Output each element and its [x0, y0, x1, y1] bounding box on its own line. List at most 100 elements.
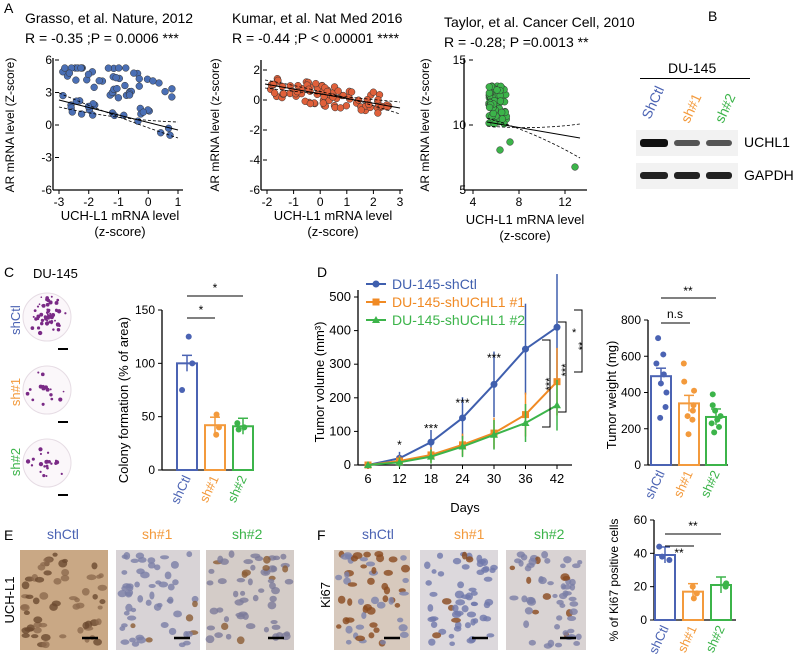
colony-spot — [31, 398, 35, 402]
scatter1-point — [112, 74, 120, 82]
colony-spot — [28, 388, 32, 391]
ihc-e-nucleus — [258, 588, 265, 593]
ihc-e-nucleus — [129, 637, 137, 643]
scatter1-point — [89, 111, 97, 119]
ihc-f-nucleus — [552, 593, 558, 598]
scatter1-point — [90, 83, 98, 91]
ki67-point — [722, 583, 729, 590]
ihc-e-nucleus — [34, 576, 45, 583]
volume-point — [427, 452, 435, 460]
ihc-e-nucleus — [147, 562, 156, 569]
colony-ylabel: Colony formation (% of area) — [116, 317, 131, 483]
colony-spot — [25, 391, 30, 396]
ihc-f-nucleus — [336, 624, 342, 629]
colony-spot — [46, 451, 50, 454]
gapdh-band-sh2 — [706, 172, 732, 179]
ihc-f-nucleus — [355, 624, 365, 630]
ihc-f-nucleus — [335, 574, 343, 581]
scatter3-ytick-label: 15 — [453, 53, 467, 67]
ihc-f-nucleus — [468, 587, 477, 592]
ihc-e-nucleus — [267, 565, 278, 573]
scatter2-xtick-label: 3 — [397, 195, 404, 209]
scatter3-point — [485, 83, 493, 91]
colony-spot — [40, 318, 45, 323]
ihc-f-nucleus — [470, 618, 476, 626]
scatter2-point — [383, 103, 391, 111]
scatter1-xtick-label: -2 — [83, 195, 94, 209]
ihc-e-nucleus — [206, 580, 214, 586]
colony-spot — [38, 447, 43, 452]
ihc-f-nucleus — [347, 582, 358, 587]
ihc-f-nucleus — [431, 569, 437, 574]
ki67-point — [689, 583, 696, 590]
blot-lane-sh2: sh#2 — [711, 91, 738, 125]
ihc-f-nucleus — [344, 571, 350, 579]
ihc-f-nucleus — [449, 641, 455, 647]
ihc-f-nucleus — [342, 617, 350, 625]
ihc-f-nucleus — [388, 596, 394, 605]
ihc-f-nucleus — [528, 639, 536, 646]
ihc-e-images — [20, 550, 294, 650]
ihc-e-rowlabel: UCH-L1 — [2, 577, 17, 624]
ihc-f-nucleus — [376, 554, 385, 563]
scatter1-ylabel: AR mRNA level (Z-score) — [3, 58, 17, 193]
colony-spot — [38, 303, 41, 306]
weight-sig-1: n.s — [667, 307, 683, 321]
ihc-f-nucleus — [451, 617, 461, 623]
ki67-category: sh#2 — [702, 623, 728, 655]
colony-spot — [56, 309, 62, 314]
scatter1-ytick-label: -6 — [41, 183, 52, 197]
ihc-f-nucleus — [448, 633, 455, 639]
colony-point — [235, 426, 242, 433]
ihc-e-nucleus — [243, 559, 254, 565]
ihc-f-nucleus — [369, 622, 378, 628]
ihc-e-nucleus — [168, 627, 177, 636]
panel-label-a: A — [4, 0, 14, 16]
ihc-e-nucleus — [120, 639, 130, 645]
scatter3-title: Taylor, et al. Cancer Cell, 2010 — [444, 14, 635, 30]
ihc-e-nucleus — [123, 611, 130, 616]
volume-point — [395, 458, 404, 466]
ihc-f-rowlabel: Ki67 — [318, 582, 333, 608]
ihc-e-nucleus — [221, 622, 229, 631]
ihc-f-nucleus — [558, 592, 568, 600]
colony-spot — [44, 316, 47, 319]
ihc-f-nucleus — [554, 642, 563, 648]
scatter1-point — [125, 91, 134, 99]
volume-xlabel: Days — [450, 500, 480, 515]
volume-sig: *** — [544, 377, 556, 391]
ihc-e-nucleus — [208, 568, 215, 574]
scatter2-xtick-label: 0 — [317, 195, 324, 209]
ihc-e-nucleus — [167, 596, 174, 604]
ihc-f-nucleus — [345, 639, 352, 645]
ihc-e-nucleus — [160, 622, 169, 629]
ihc-e-nucleus — [167, 583, 175, 591]
ihc-f-nucleus — [560, 583, 567, 590]
weight-ytick-label: 200 — [621, 422, 641, 436]
ihc-e-nucleus — [30, 634, 39, 639]
ihc-f-nucleus — [340, 553, 351, 560]
volume-xtick-label: 42 — [550, 471, 564, 486]
colony-spot — [25, 459, 31, 464]
ihc-e-nucleus — [240, 590, 246, 596]
volume-point — [490, 430, 498, 438]
ihc-f-nucleus — [562, 630, 569, 636]
volume-sig: *** — [424, 421, 438, 435]
blot-lane-sh1: sh#1 — [677, 91, 704, 125]
ihc-e-nucleus — [140, 571, 150, 579]
ihc-e-nucleus — [160, 555, 170, 560]
scatter1-xtick-label: 0 — [145, 195, 152, 209]
ihc-e-nucleus — [91, 562, 98, 570]
ihc-f-nucleus — [470, 601, 478, 606]
scatter2-xtick-label: -2 — [262, 195, 273, 209]
colony-spot — [60, 472, 63, 476]
ihc-f-nucleus — [563, 556, 572, 564]
ki67-ytick-label: 60 — [634, 513, 648, 527]
volume-xtick-label: 6 — [364, 471, 371, 486]
ihc-f-nucleus — [483, 576, 493, 582]
colony-sig-1: * — [213, 281, 218, 295]
volume-xtick-label: 24 — [455, 471, 469, 486]
ihc-e-nucleus — [81, 588, 90, 596]
ki67-point — [656, 543, 663, 550]
